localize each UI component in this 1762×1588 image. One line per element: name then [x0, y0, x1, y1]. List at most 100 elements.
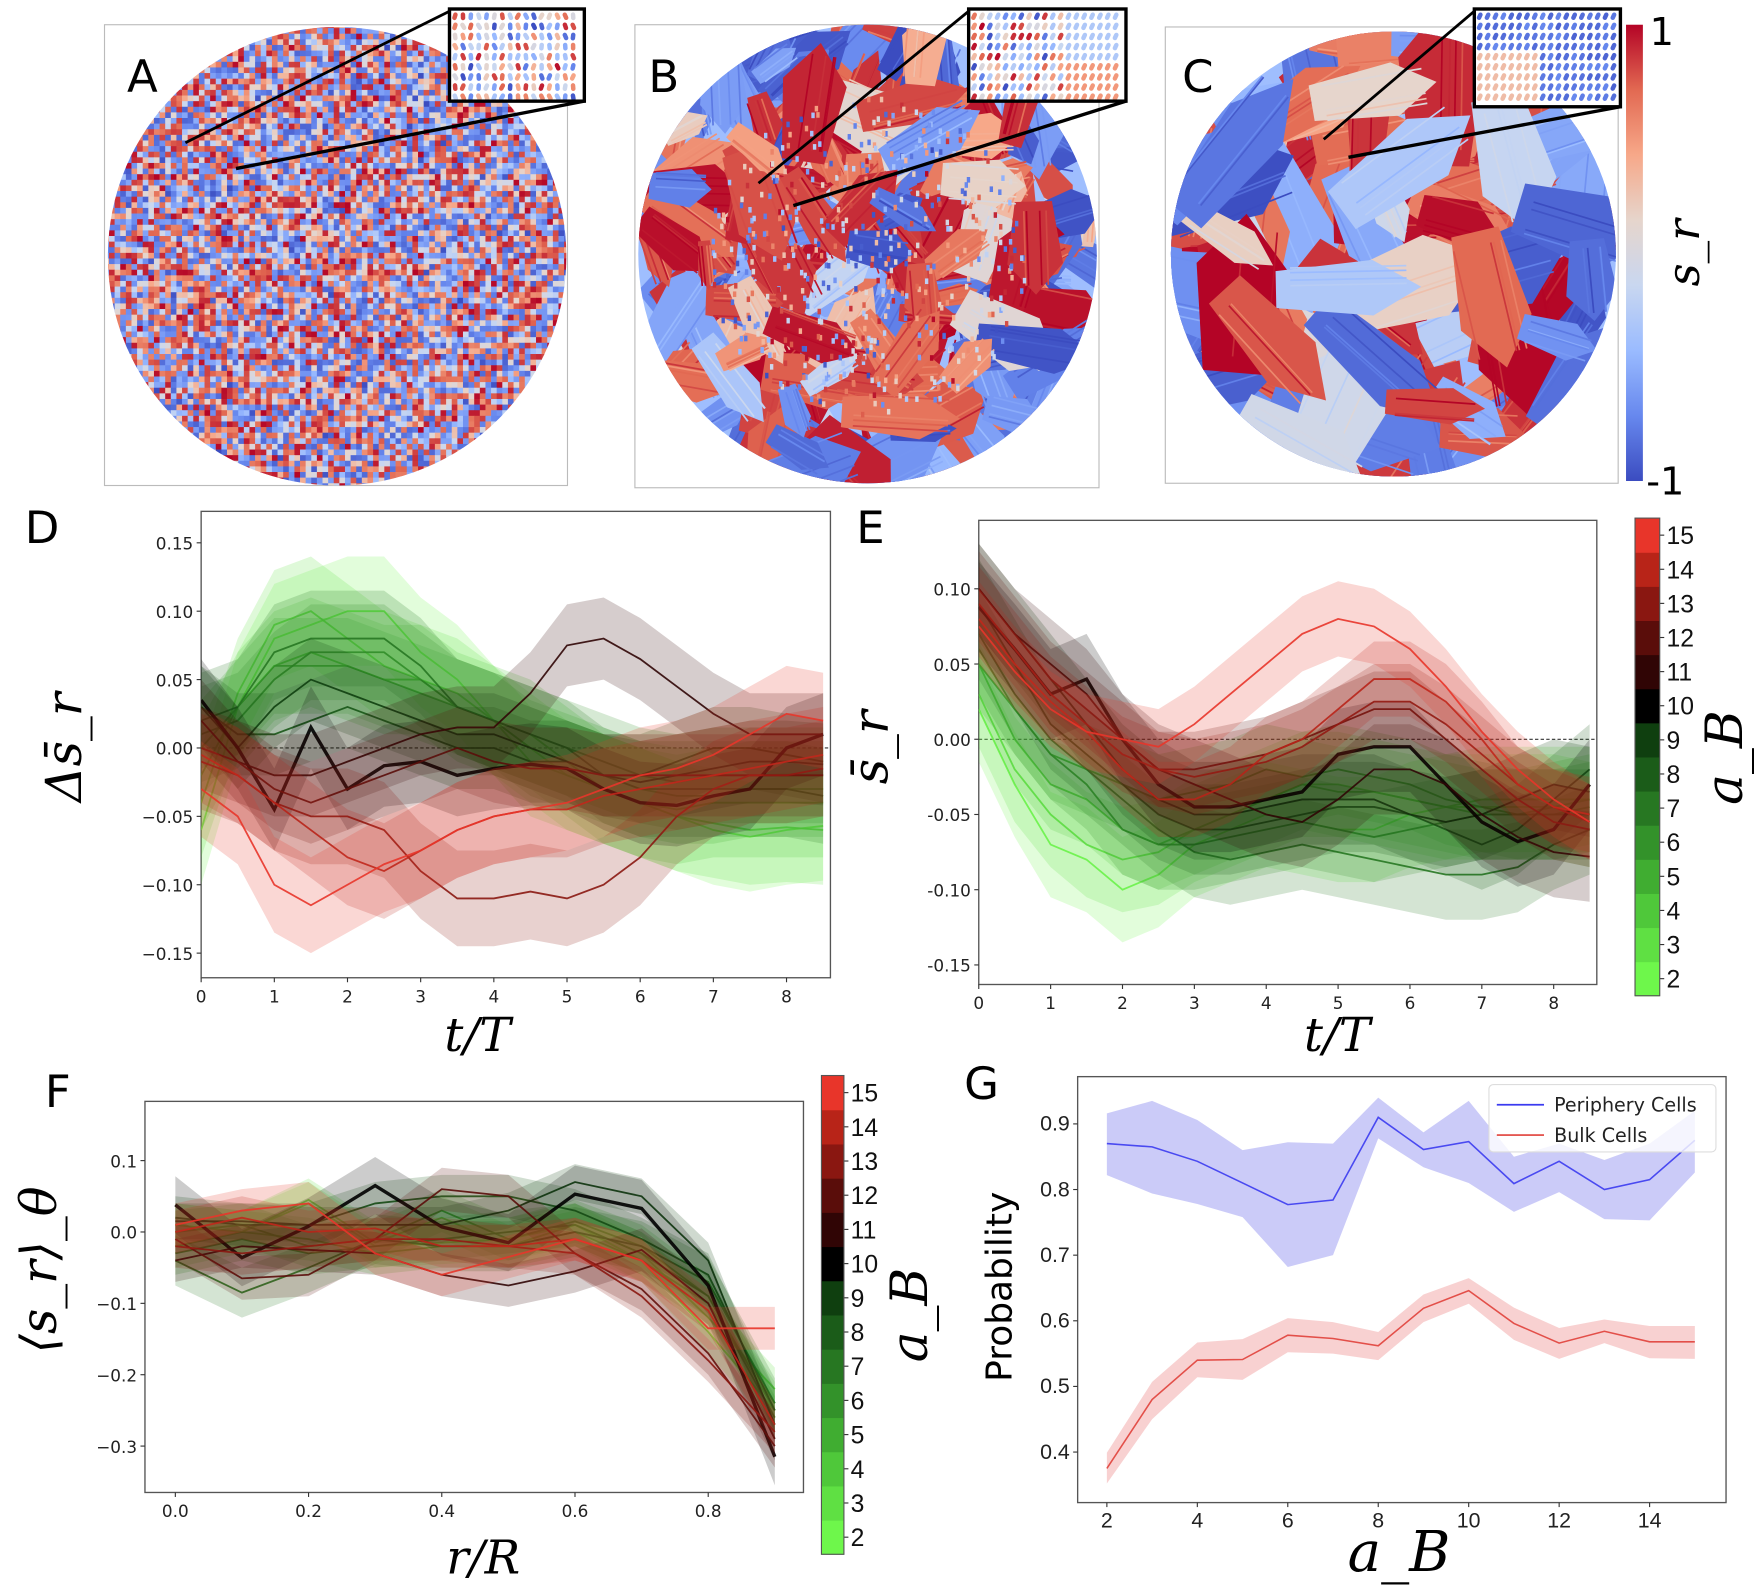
cell: [524, 320, 531, 327]
cell: [451, 213, 458, 220]
cell: [288, 123, 295, 130]
cell: [373, 140, 380, 147]
cell: [316, 207, 323, 214]
cell: [198, 123, 205, 130]
cell: [142, 348, 149, 355]
cell: [305, 325, 312, 332]
cell: [266, 219, 273, 226]
cell: [502, 241, 509, 248]
cell: [193, 303, 200, 310]
cell: [249, 252, 256, 259]
cell: [210, 78, 217, 85]
cell: [221, 101, 228, 108]
cell: [395, 303, 402, 310]
cell: [193, 224, 200, 231]
cell: [137, 264, 144, 271]
cell: [468, 174, 475, 181]
cell: [541, 213, 548, 220]
cell: [547, 191, 554, 198]
cell: [182, 162, 188, 169]
cell: [294, 331, 301, 338]
cell: [513, 269, 520, 276]
cell: [507, 174, 514, 181]
cell: [153, 219, 160, 226]
cell: [187, 320, 194, 327]
cell: [513, 264, 520, 271]
cell: [457, 292, 464, 299]
cell: [462, 342, 469, 349]
cell: [491, 280, 498, 287]
cell: [204, 134, 211, 141]
cell: [485, 146, 492, 153]
cell: [120, 252, 127, 259]
cell: [170, 269, 177, 276]
cell: [412, 292, 419, 299]
cell: [406, 280, 413, 287]
cell: [232, 286, 239, 293]
cell: [389, 196, 396, 203]
cell: [249, 44, 256, 51]
cell: [418, 258, 424, 265]
cell: [519, 191, 526, 198]
cell: [536, 303, 542, 310]
cell: [182, 101, 188, 108]
cell: [271, 325, 278, 332]
cell: [221, 67, 228, 74]
cell: [142, 207, 149, 214]
cell: [384, 241, 391, 248]
cell: [288, 219, 295, 226]
cell: [468, 258, 475, 265]
cell: [114, 314, 121, 321]
cell: [412, 67, 419, 74]
cell: [491, 191, 498, 198]
cell: [479, 342, 486, 349]
cell: [125, 314, 132, 321]
cell: [356, 67, 363, 74]
cell: [423, 101, 430, 108]
cell: [193, 185, 200, 192]
cell: [418, 134, 424, 141]
cell: [198, 309, 205, 316]
cell: [288, 314, 295, 321]
cell: [507, 241, 514, 248]
cell: [412, 230, 419, 237]
cell: [552, 309, 559, 316]
cell: [182, 280, 188, 287]
cell: [193, 129, 200, 136]
cell: [165, 297, 172, 304]
cell: [350, 157, 357, 164]
cell: [187, 224, 194, 231]
cell: [238, 185, 245, 192]
cell: [182, 309, 188, 316]
cell: [187, 297, 194, 304]
cell: [109, 280, 115, 287]
cell: [142, 174, 149, 181]
cell: [412, 61, 419, 68]
cell: [249, 354, 256, 360]
cell: [316, 320, 323, 327]
cell: [513, 191, 520, 198]
cell: [277, 258, 284, 265]
cell: [547, 297, 554, 304]
cell: [221, 134, 228, 141]
cell: [344, 26, 351, 29]
cell: [238, 118, 245, 124]
cell: [305, 61, 312, 68]
cell: [485, 309, 492, 316]
cell: [243, 61, 250, 68]
cell: [165, 112, 172, 119]
cell: [485, 123, 492, 130]
cell: [406, 191, 413, 198]
cell: [210, 84, 217, 91]
cell: [434, 61, 441, 68]
cell: [238, 230, 245, 237]
cell: [462, 252, 469, 259]
cell: [249, 185, 256, 192]
cell: [137, 213, 144, 220]
cell: [496, 207, 503, 214]
cell: [485, 275, 492, 282]
cell: [536, 309, 542, 316]
cell: [468, 213, 475, 220]
cell: [294, 213, 301, 220]
cell: [142, 286, 149, 293]
